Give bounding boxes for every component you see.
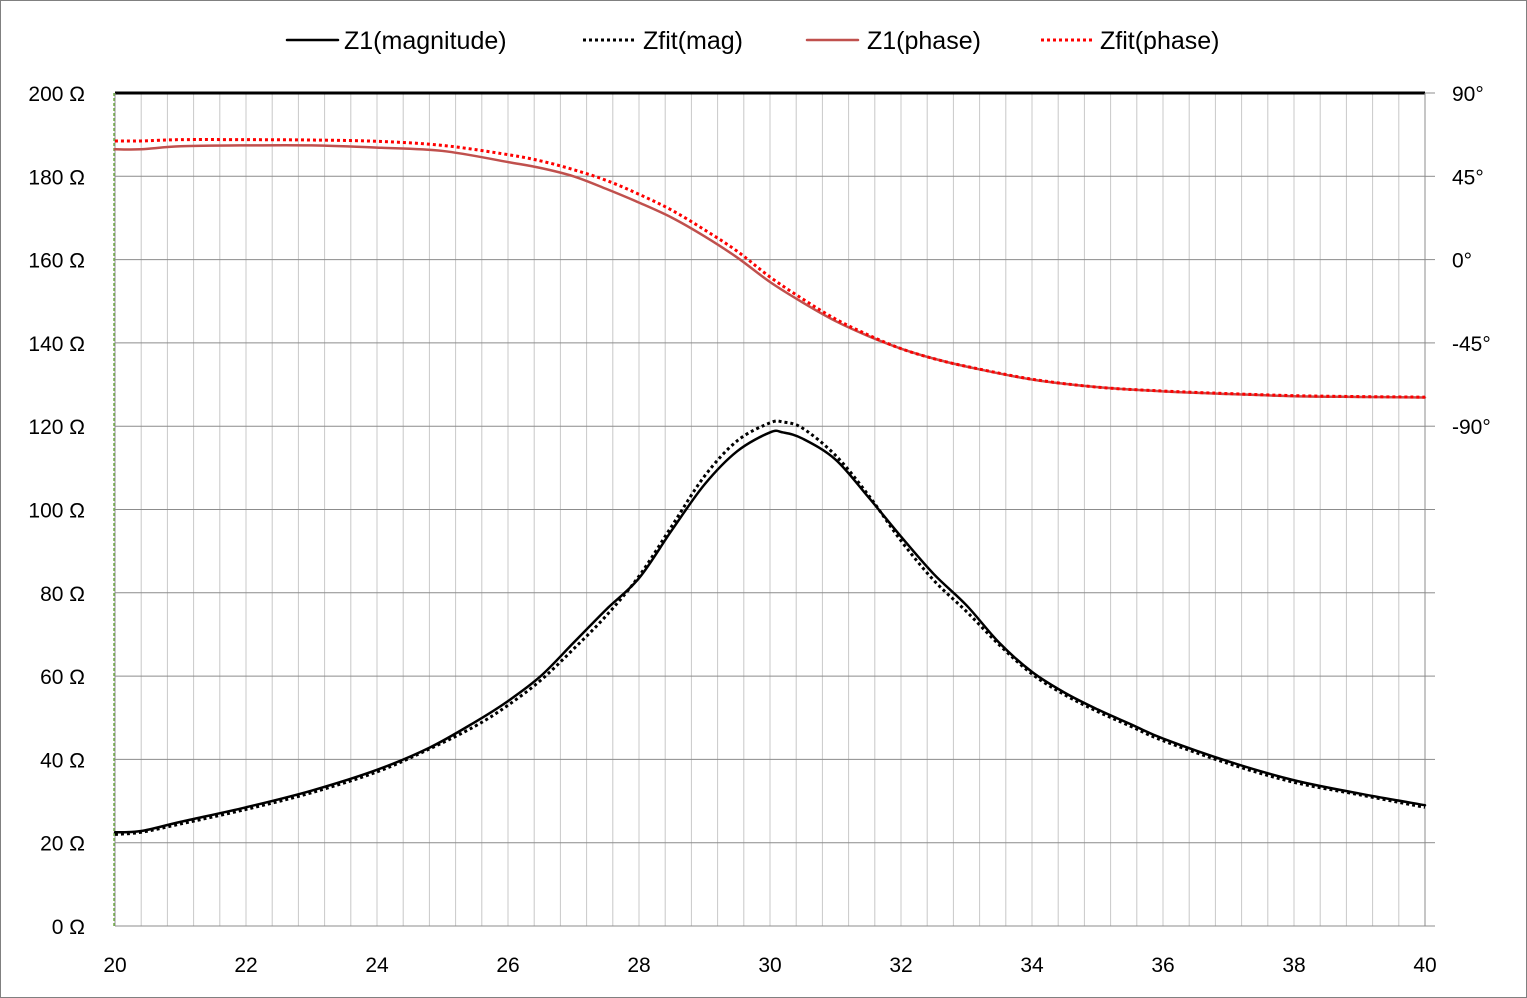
x-tick-label: 32: [889, 954, 912, 977]
y2-tick-label: -90°: [1452, 416, 1491, 439]
y-tick-label: 100 Ω: [28, 500, 85, 523]
y-tick-label: 120 Ω: [28, 416, 85, 439]
series-line-zfit-phase: [114, 138, 1426, 399]
x-tick-label: 38: [1282, 954, 1305, 977]
x-tick-label: 26: [496, 954, 519, 977]
legend-item: Zfit(mag): [583, 27, 743, 55]
y-tick-label: 140 Ω: [28, 333, 85, 356]
grid: [115, 92, 1425, 927]
legend-label: Zfit(mag): [643, 27, 743, 55]
x-tick-label: 34: [1020, 954, 1044, 977]
x-tick-label: 36: [1151, 954, 1174, 977]
legend-item: Z1(magnitude): [285, 27, 507, 55]
y-tick-label: 180 Ω: [28, 166, 85, 189]
y2-tick-label: 90°: [1452, 83, 1484, 106]
y2-tick-label: 45°: [1452, 166, 1484, 189]
x-tick-label: 24: [365, 954, 389, 977]
x-tick-label: 22: [234, 954, 257, 977]
legend-label: Z1(magnitude): [344, 27, 507, 55]
y-tick-label: 160 Ω: [28, 250, 85, 273]
legend-item: Z1(phase): [805, 27, 981, 55]
series-line-zfit-mag: [114, 419, 1426, 836]
legend: Z1(magnitude) Zfit(mag) Z1(phase) Zfit(phas…: [285, 27, 1219, 55]
legend-label: Zfit(phase): [1100, 27, 1219, 55]
y-tick-label: 40 Ω: [40, 749, 85, 772]
y-tick-label: 200 Ω: [28, 83, 85, 106]
legend-label: Z1(phase): [867, 27, 981, 55]
y-tick-label: 0 Ω: [52, 916, 85, 939]
x-tick-label: 28: [627, 954, 650, 977]
legend-item: Zfit(phase): [1041, 27, 1219, 55]
x-tick-label: 20: [103, 954, 126, 977]
axes: 20 22 24 26 28 30 32 34 36 38 40 0 Ω 20 Ω 40 Ω 60 Ω 80 …: [28, 83, 1490, 977]
y2-tick-label: -45°: [1452, 333, 1491, 356]
x-tick-label: 30: [758, 954, 781, 977]
y-tick-label: 20 Ω: [40, 833, 85, 856]
series-line-z1-magnitude: [113, 429, 1427, 834]
series-layer: [113, 138, 1427, 836]
x-tick-label: 40: [1413, 954, 1436, 977]
y2-tick-label: 0°: [1452, 250, 1472, 273]
y-tick-label: 80 Ω: [40, 583, 85, 606]
y-tick-label: 60 Ω: [40, 666, 85, 689]
